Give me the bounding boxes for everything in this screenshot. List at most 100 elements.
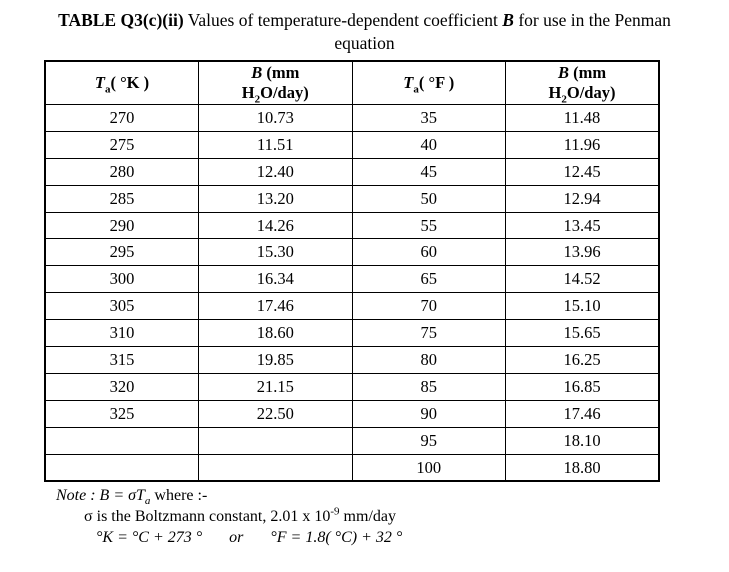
- table-cell: 325: [44, 399, 199, 428]
- table-row: 100 18.80: [44, 453, 660, 482]
- table-cell: [198, 453, 353, 482]
- table-row: 275 11.51 40 11.96: [44, 130, 660, 159]
- table-cell: 17.46: [198, 292, 353, 321]
- table-cell: 15.65: [505, 319, 660, 348]
- title-line-1: TABLE Q3(c)(ii) Values of temperature-de…: [0, 9, 729, 32]
- table-cell: 13.45: [505, 211, 660, 240]
- table-row: 295 15.30 60 13.96: [44, 238, 660, 267]
- table-cell: 305: [44, 292, 199, 321]
- table-cell: 12.40: [198, 157, 353, 186]
- b-symbol: B: [251, 63, 263, 82]
- table-cell: 14.26: [198, 211, 353, 240]
- table-cell: 12.45: [505, 157, 660, 186]
- table-cell: 90: [351, 399, 506, 428]
- document-title: TABLE Q3(c)(ii) Values of temperature-de…: [0, 9, 729, 55]
- table-cell: 15.10: [505, 292, 660, 321]
- table-row: 270 10.73 35 11.48: [44, 104, 660, 132]
- header-cell-ta-kelvin: Ta( °K ): [44, 60, 199, 105]
- table-cell: 295: [44, 238, 199, 267]
- h2o-subscript: 2: [561, 93, 567, 105]
- note-block: Note : B = σTa where :- σ is the Boltzma…: [56, 485, 402, 548]
- table-cell: 65: [351, 265, 506, 294]
- unit-fahrenheit: ( °F ): [418, 73, 455, 92]
- note-where: where :-: [150, 487, 208, 504]
- table-cell: 17.46: [505, 399, 660, 428]
- table-cell: 16.85: [505, 372, 660, 401]
- h2o-h: H: [241, 83, 255, 102]
- note-line-2: σ is the Boltzmann constant, 2.01 x 10-9…: [56, 506, 402, 527]
- table-cell: 320: [44, 372, 199, 401]
- header-cell-ta-fahrenheit: Ta( °F ): [351, 60, 506, 105]
- table-row: 290 14.26 55 13.45: [44, 211, 660, 240]
- table-cell: 70: [351, 292, 506, 321]
- table-row: 300 16.34 65 14.52: [44, 265, 660, 294]
- table-cell: 18.60: [198, 319, 353, 348]
- table-header-row: Ta( °K ) B (mm H2O/day) Ta( °F ) B (mm H2O…: [44, 60, 660, 105]
- table-cell: 19.85: [198, 346, 353, 374]
- ta-symbol: T: [403, 73, 414, 92]
- coefficient-table: Ta( °K ) B (mm H2O/day) Ta( °F ) B (mm H2O…: [44, 60, 660, 483]
- kelvin-conversion: °K = °C + 273 °: [96, 529, 203, 546]
- table-cell: 55: [351, 211, 506, 240]
- table-row: 315 19.85 80 16.25: [44, 346, 660, 374]
- table-row: 325 22.50 90 17.46: [44, 399, 660, 428]
- fahrenheit-conversion: °F = 1.8( °C) + 32 °: [270, 529, 403, 546]
- title-line-2: equation: [334, 33, 395, 53]
- table-cell: 11.96: [505, 130, 660, 159]
- table-cell: 13.20: [198, 184, 353, 213]
- h2o-rest: O/day): [566, 83, 616, 102]
- table-cell: 285: [44, 184, 199, 213]
- table-cell: [44, 453, 199, 482]
- table-row: 95 18.10: [44, 426, 660, 455]
- table-header: Ta( °K ) B (mm H2O/day) Ta( °F ) B (mm H2O…: [44, 60, 660, 105]
- h2o-subscript: 2: [254, 93, 261, 105]
- note-equation: B = σT: [99, 487, 145, 504]
- table-cell: 275: [44, 130, 199, 159]
- title-text-mid: Values of temperature-dependent coeffici…: [183, 10, 503, 30]
- h2o-h: H: [548, 83, 562, 102]
- title-coefficient-symbol: B: [502, 10, 514, 30]
- table-cell: 280: [44, 157, 199, 186]
- ta-symbol: T: [94, 73, 105, 92]
- ta-subscript: a: [104, 83, 111, 96]
- note-equation-subscript: a: [144, 495, 151, 508]
- table-row: 320 21.15 85 16.85: [44, 372, 660, 401]
- b-unit-line1: (mm: [568, 63, 607, 82]
- table-cell: 18.80: [505, 453, 660, 482]
- table-cell: 80: [351, 346, 506, 374]
- header-cell-b-fahrenheit: B (mm H2O/day): [505, 60, 660, 105]
- table-row: 285 13.20 50 12.94: [44, 184, 660, 213]
- table-cell: 22.50: [198, 399, 353, 428]
- table-cell: [198, 426, 353, 455]
- table-cell: 16.25: [505, 346, 660, 374]
- table-cell: 100: [351, 453, 506, 482]
- table-cell: 45: [351, 157, 506, 186]
- table-cell: 85: [351, 372, 506, 401]
- table-cell: 16.34: [198, 265, 353, 294]
- table-cell: 11.51: [198, 130, 353, 159]
- note-label: Note :: [56, 487, 100, 504]
- table-row: 305 17.46 70 15.10: [44, 292, 660, 321]
- or-text: or: [229, 529, 244, 546]
- table-cell: 14.52: [505, 265, 660, 294]
- table-cell: 15.30: [198, 238, 353, 267]
- table-cell: 12.94: [505, 184, 660, 213]
- boltzmann-exponent: -9: [330, 505, 340, 518]
- table-cell: 270: [44, 104, 199, 132]
- b-symbol: B: [557, 63, 569, 82]
- table-cell: 21.15: [198, 372, 353, 401]
- table-row: 310 18.60 75 15.65: [44, 319, 660, 348]
- b-unit-line1: (mm: [262, 63, 300, 82]
- table-cell: 95: [351, 426, 506, 455]
- table-body: 270 10.73 35 11.48 275 11.51 40 11.96 280 12.40 45…: [44, 104, 660, 482]
- table-cell: [44, 426, 199, 455]
- note-line-1: Note : B = σTa where :-: [56, 485, 402, 508]
- table-cell: 35: [351, 104, 506, 132]
- table-cell: 10.73: [198, 104, 353, 132]
- boltzmann-unit: mm/day: [339, 508, 396, 525]
- title-text-end: for use in the Penman: [513, 10, 671, 30]
- table-cell: 300: [44, 265, 199, 294]
- table-cell: 60: [351, 238, 506, 267]
- table-cell: 310: [44, 319, 199, 348]
